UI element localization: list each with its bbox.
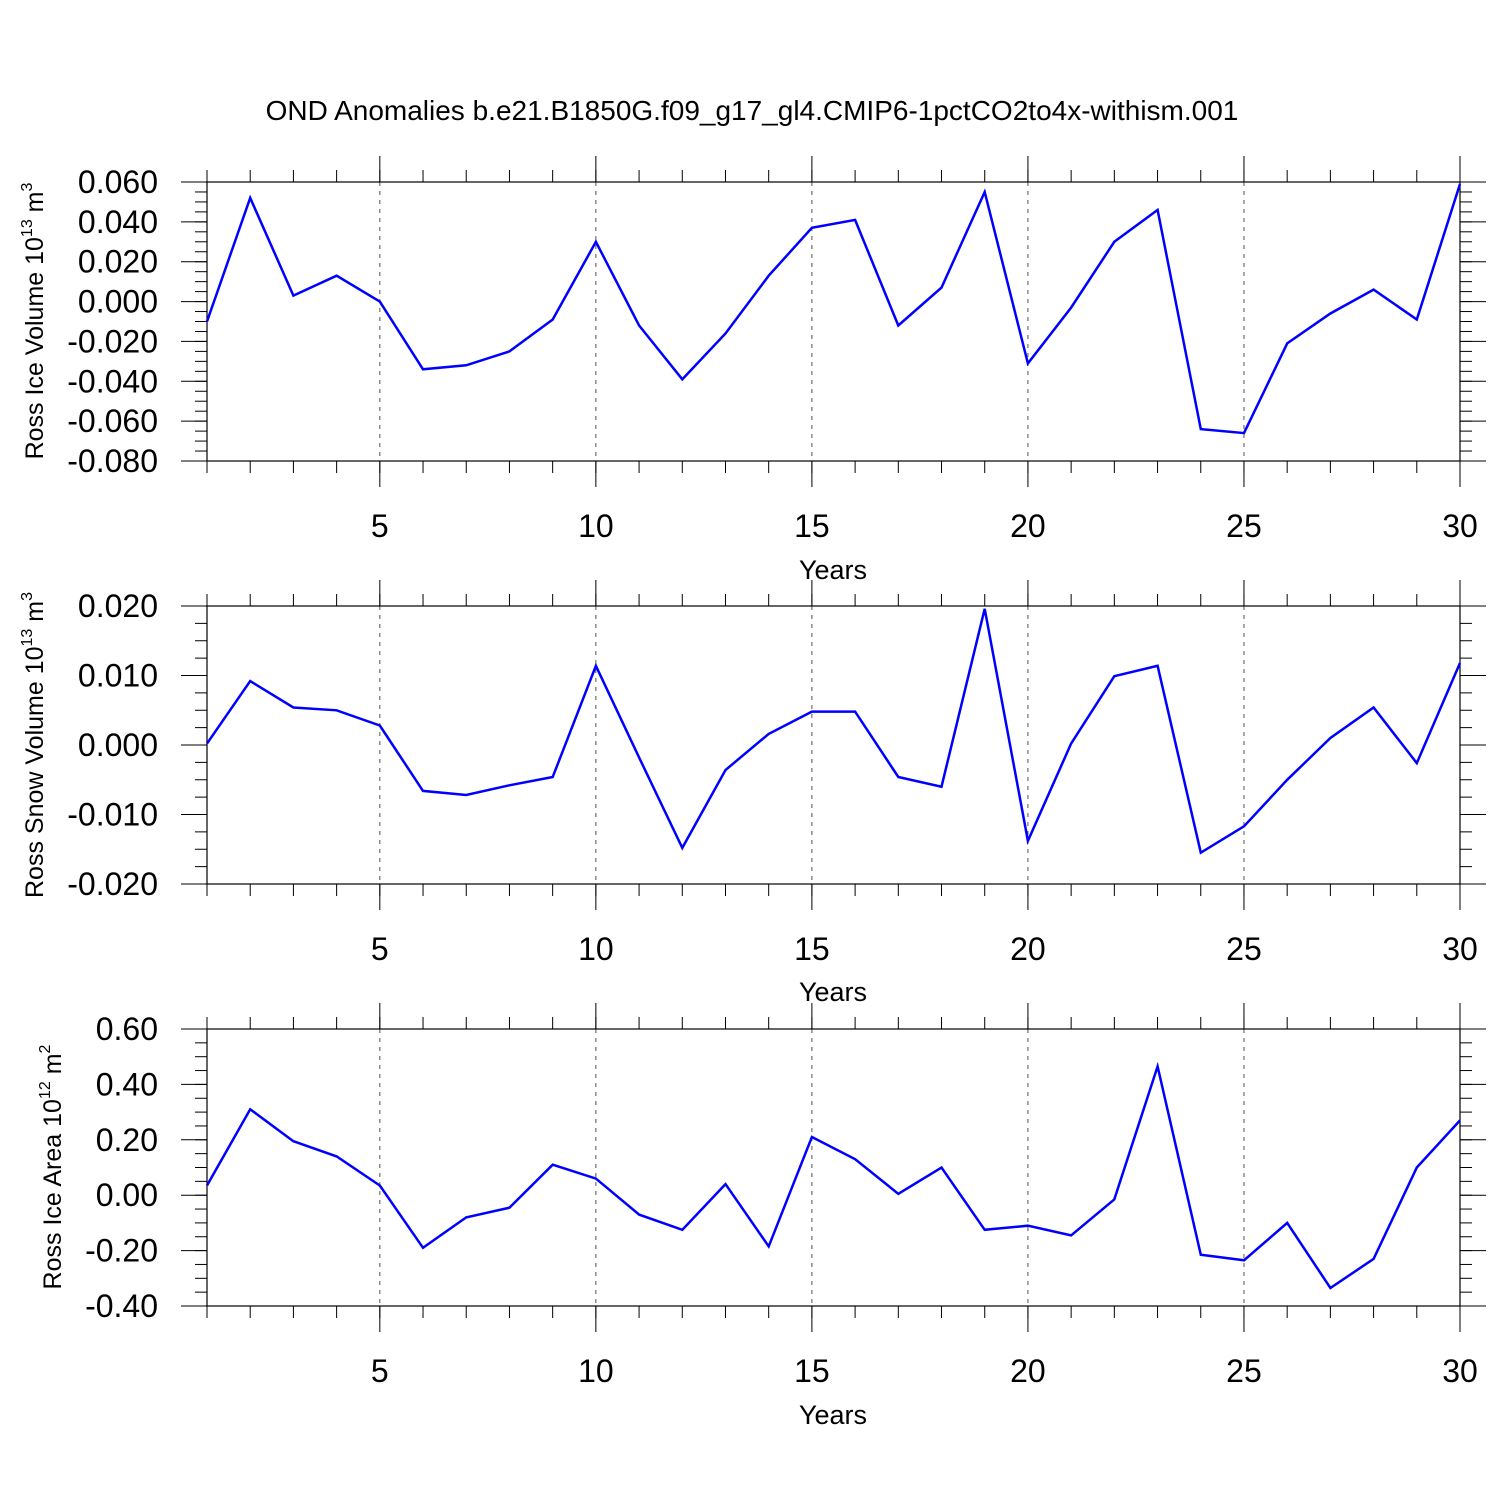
y-tick-label: -0.010 xyxy=(67,797,158,833)
y-axis-title: Ross Ice Area 1012 m2 xyxy=(37,1044,67,1289)
y-tick-label: -0.40 xyxy=(85,1288,158,1324)
x-tick-label: 30 xyxy=(1442,508,1478,544)
y-tick-label: 0.020 xyxy=(78,244,158,280)
y-tick-label: 0.060 xyxy=(78,164,158,200)
y-tick-label: -0.060 xyxy=(67,403,158,439)
x-tick-label: 5 xyxy=(371,1353,389,1389)
plot-frame xyxy=(206,605,1461,885)
x-tick-label: 25 xyxy=(1226,931,1262,967)
x-tick-label: 5 xyxy=(371,931,389,967)
y-axis-title-exp: 13 xyxy=(19,629,36,647)
y-tick-label: -0.20 xyxy=(85,1233,158,1269)
y-axis-title-unit: m xyxy=(21,191,49,219)
x-axis-title: Years xyxy=(799,1400,867,1430)
y-tick-label: 0.20 xyxy=(96,1122,158,1158)
x-tick-label: 25 xyxy=(1226,508,1262,544)
y-axis-title-text: Ross Snow Volume 10 xyxy=(21,646,49,898)
y-axis-title-unit-exp: 3 xyxy=(19,182,36,191)
x-tick-label: 30 xyxy=(1442,931,1478,967)
series-line xyxy=(205,608,1462,855)
x-axis-title: Years xyxy=(799,555,867,585)
y-tick-label: 0.40 xyxy=(96,1066,158,1102)
y-tick-label: 0.000 xyxy=(78,284,158,320)
y-axis-title-exp: 13 xyxy=(19,219,36,237)
y-tick-label: -0.020 xyxy=(67,866,158,902)
y-axis-title-text: Ross Ice Area 10 xyxy=(39,1099,67,1289)
chart-title: OND Anomalies b.e21.B1850G.f09_g17_gl4.C… xyxy=(266,95,1239,126)
y-axis-title-text: Ross Ice Volume 10 xyxy=(21,237,49,459)
y-tick-label: 0.020 xyxy=(78,588,158,624)
y-tick-label: -0.080 xyxy=(67,443,158,479)
panel-snow-volume: Years Ross Snow Volume 1013 m3 5 10 15 20 25… xyxy=(19,580,1486,1007)
y-axis-title-unit: m xyxy=(21,601,49,629)
x-axis-title: Years xyxy=(799,977,867,1007)
y-tick-label: -0.020 xyxy=(67,323,158,359)
x-tick-label: 10 xyxy=(578,1353,614,1389)
x-tick-label: 15 xyxy=(794,1353,830,1389)
x-tick-label: 20 xyxy=(1010,1353,1046,1389)
y-tick-label: 0.00 xyxy=(96,1177,158,1213)
x-tick-label: 25 xyxy=(1226,1353,1262,1389)
y-tick-label: 0.040 xyxy=(78,204,158,240)
y-axis-title: Ross Ice Volume 1013 m3 xyxy=(19,182,49,459)
y-axis-title-unit-exp: 3 xyxy=(19,592,36,601)
x-tick-label: 30 xyxy=(1442,1353,1478,1389)
x-tick-label: 5 xyxy=(371,508,389,544)
series-line xyxy=(205,183,1462,435)
y-axis-title-exp: 12 xyxy=(37,1081,54,1099)
x-tick-label: 15 xyxy=(794,508,830,544)
panel-ice-area: Years Ross Ice Area 1012 m2 5 10 15 20 25 30 0… xyxy=(37,1003,1486,1430)
y-axis-title: Ross Snow Volume 1013 m3 xyxy=(19,592,49,898)
y-tick-label: 0.010 xyxy=(78,658,158,694)
y-tick-label: 0.000 xyxy=(78,727,158,763)
x-tick-label: 20 xyxy=(1010,931,1046,967)
y-tick-label: -0.040 xyxy=(67,363,158,399)
x-tick-label: 10 xyxy=(578,931,614,967)
y-axis-title-unit: m xyxy=(39,1053,67,1081)
series-line xyxy=(205,1061,1461,1290)
y-tick-label: 0.60 xyxy=(96,1011,158,1047)
plot-frame xyxy=(206,1028,1461,1307)
y-axis-title-unit-exp: 2 xyxy=(37,1044,54,1053)
x-tick-label: 10 xyxy=(578,508,614,544)
x-tick-label: 15 xyxy=(794,931,830,967)
panel-ice-volume: Years Ross Ice Volume 1013 m3 5 10 15 20 25 3… xyxy=(19,156,1486,585)
x-tick-label: 20 xyxy=(1010,508,1046,544)
